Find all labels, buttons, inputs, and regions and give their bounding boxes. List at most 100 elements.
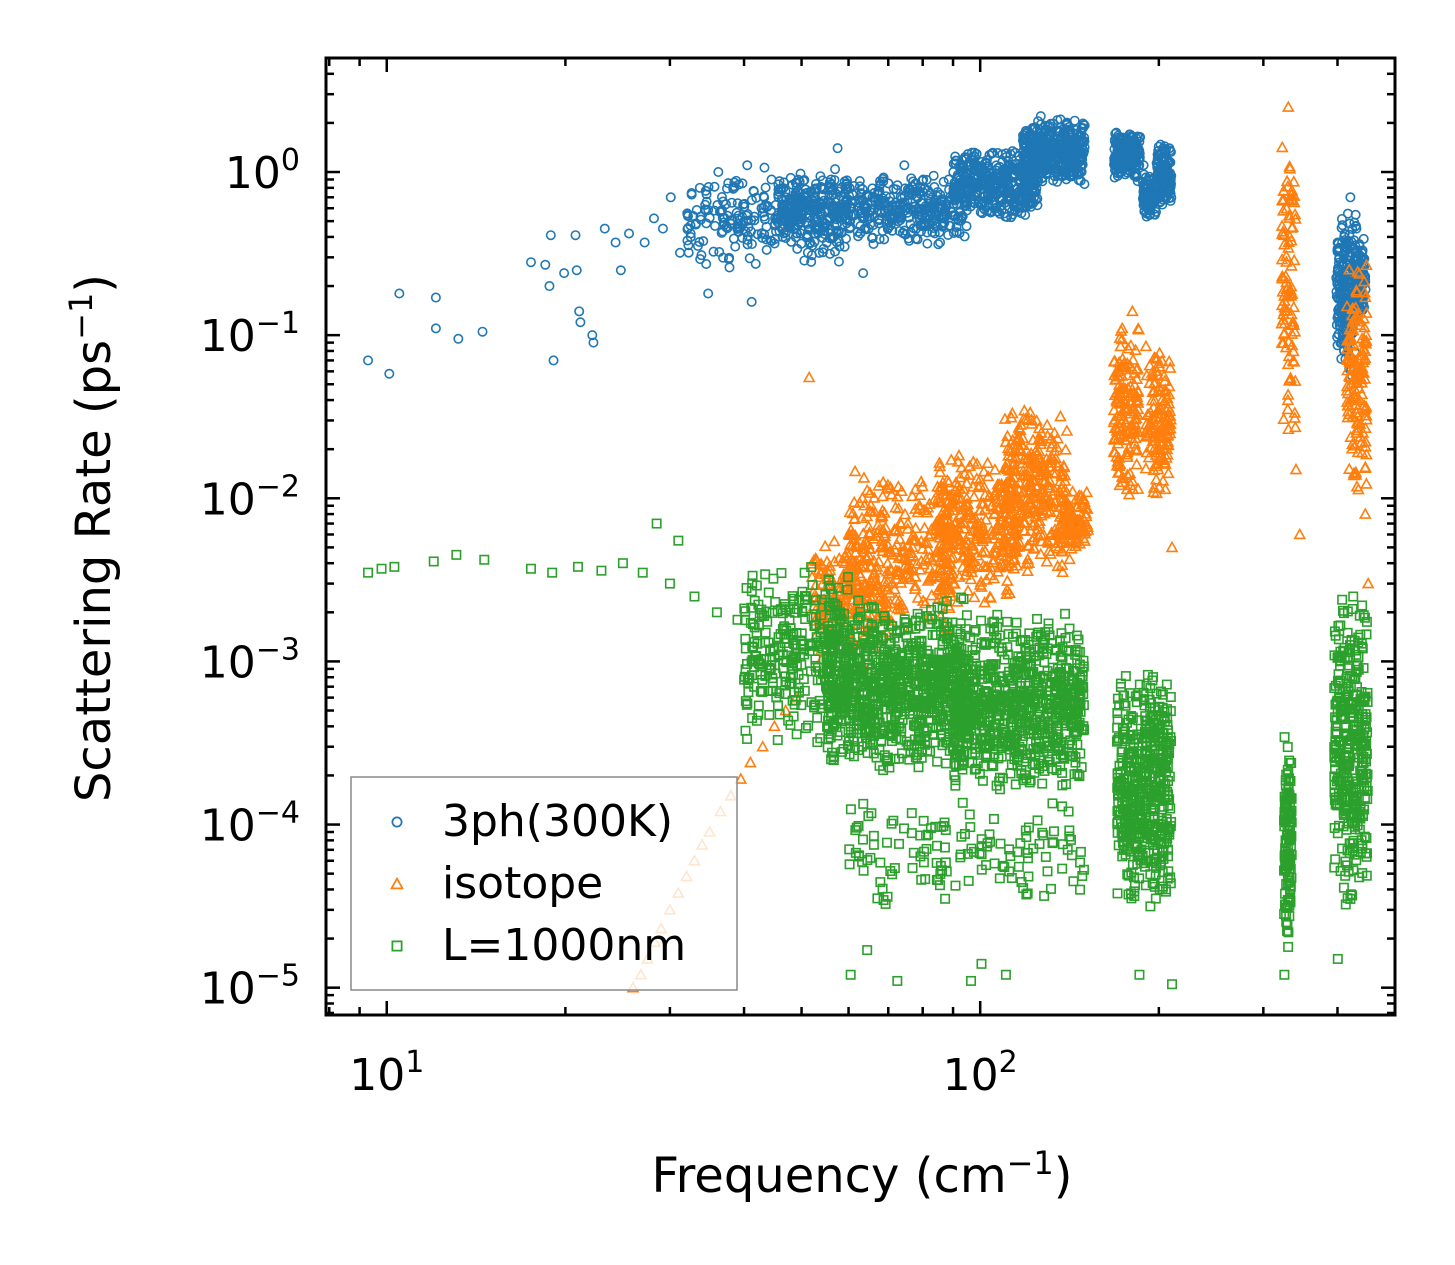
data-point [1347,224,1358,235]
data-point [815,206,826,217]
data-point [728,233,739,244]
data-point [1067,138,1078,149]
data-point [545,230,556,241]
data-point [1009,204,1020,215]
data-point [930,206,941,217]
data-point [1135,131,1146,142]
data-point [721,183,732,194]
data-point [1000,148,1011,159]
data-point [820,218,831,229]
data-point [1017,185,1028,196]
data-point [849,573,862,586]
data-point [1059,443,1072,455]
data-point [888,211,899,222]
data-point [1335,307,1346,318]
data-point [756,203,767,214]
data-point [1352,255,1363,266]
data-point [973,196,984,207]
data-point [943,230,954,241]
data-point [818,184,829,195]
data-point [1139,461,1153,474]
data-point [1351,223,1362,234]
data-point [956,159,967,170]
data-point [683,222,694,233]
data-point [770,199,781,210]
data-point [724,252,735,263]
data-point [943,174,954,185]
data-point [610,237,621,248]
data-point [910,557,924,569]
data-point [773,186,784,197]
data-point [875,176,886,187]
data-point [987,147,998,158]
data-point [775,184,786,195]
data-point [992,163,1003,174]
data-point [901,516,915,529]
data-point [830,164,841,175]
data-point [1077,154,1088,165]
data-point [848,464,862,477]
data-point [898,507,912,520]
data-point [900,567,914,580]
data-point [911,591,925,603]
data-point [1120,158,1131,169]
data-point [1036,168,1047,179]
data-point [737,211,748,222]
data-point [916,594,930,606]
data-layer [363,100,1375,993]
data-point [1028,136,1039,147]
data-point [899,225,910,236]
data-point [1358,460,1372,473]
data-point [742,209,753,220]
data-point [1054,409,1067,422]
data-point [1020,157,1031,168]
data-point [908,582,922,594]
data-point [1042,130,1053,141]
data-point [803,224,814,235]
data-point [1004,194,1015,205]
data-point [854,176,865,187]
data-point [1341,296,1352,307]
data-point [959,200,970,211]
data-point [713,167,724,178]
data-point [823,227,834,238]
data-point [855,511,869,524]
data-point [1027,183,1038,194]
data-point [952,179,963,190]
data-point [1031,174,1042,185]
data-point [1342,287,1353,298]
data-point [363,355,374,366]
data-point [780,232,791,243]
data-point [933,239,944,250]
data-point [810,178,821,189]
data-point [881,478,895,490]
data-point [828,200,839,211]
data-point [957,155,968,166]
data-point [686,188,697,199]
data-point [967,590,981,603]
data-point [873,186,884,197]
data-point [1145,208,1156,219]
data-point [746,296,757,307]
data-point [740,725,751,736]
data-point [1033,145,1044,156]
data-point [1001,188,1012,199]
series-3ph-300k- [363,111,1371,381]
data-point [867,232,878,243]
data-point [709,181,720,192]
data-point [1053,146,1064,157]
data-point [790,188,801,199]
data-point [876,475,890,488]
data-point [833,226,844,237]
data-point [1357,247,1368,258]
data-point [865,559,879,572]
data-point [905,227,916,238]
data-point [799,255,810,266]
data-point [1052,115,1063,126]
data-point [1078,122,1089,133]
data-point [1130,457,1144,470]
data-point [742,239,753,250]
data-point [951,185,962,196]
data-point [1029,161,1040,172]
data-point [1033,116,1044,127]
